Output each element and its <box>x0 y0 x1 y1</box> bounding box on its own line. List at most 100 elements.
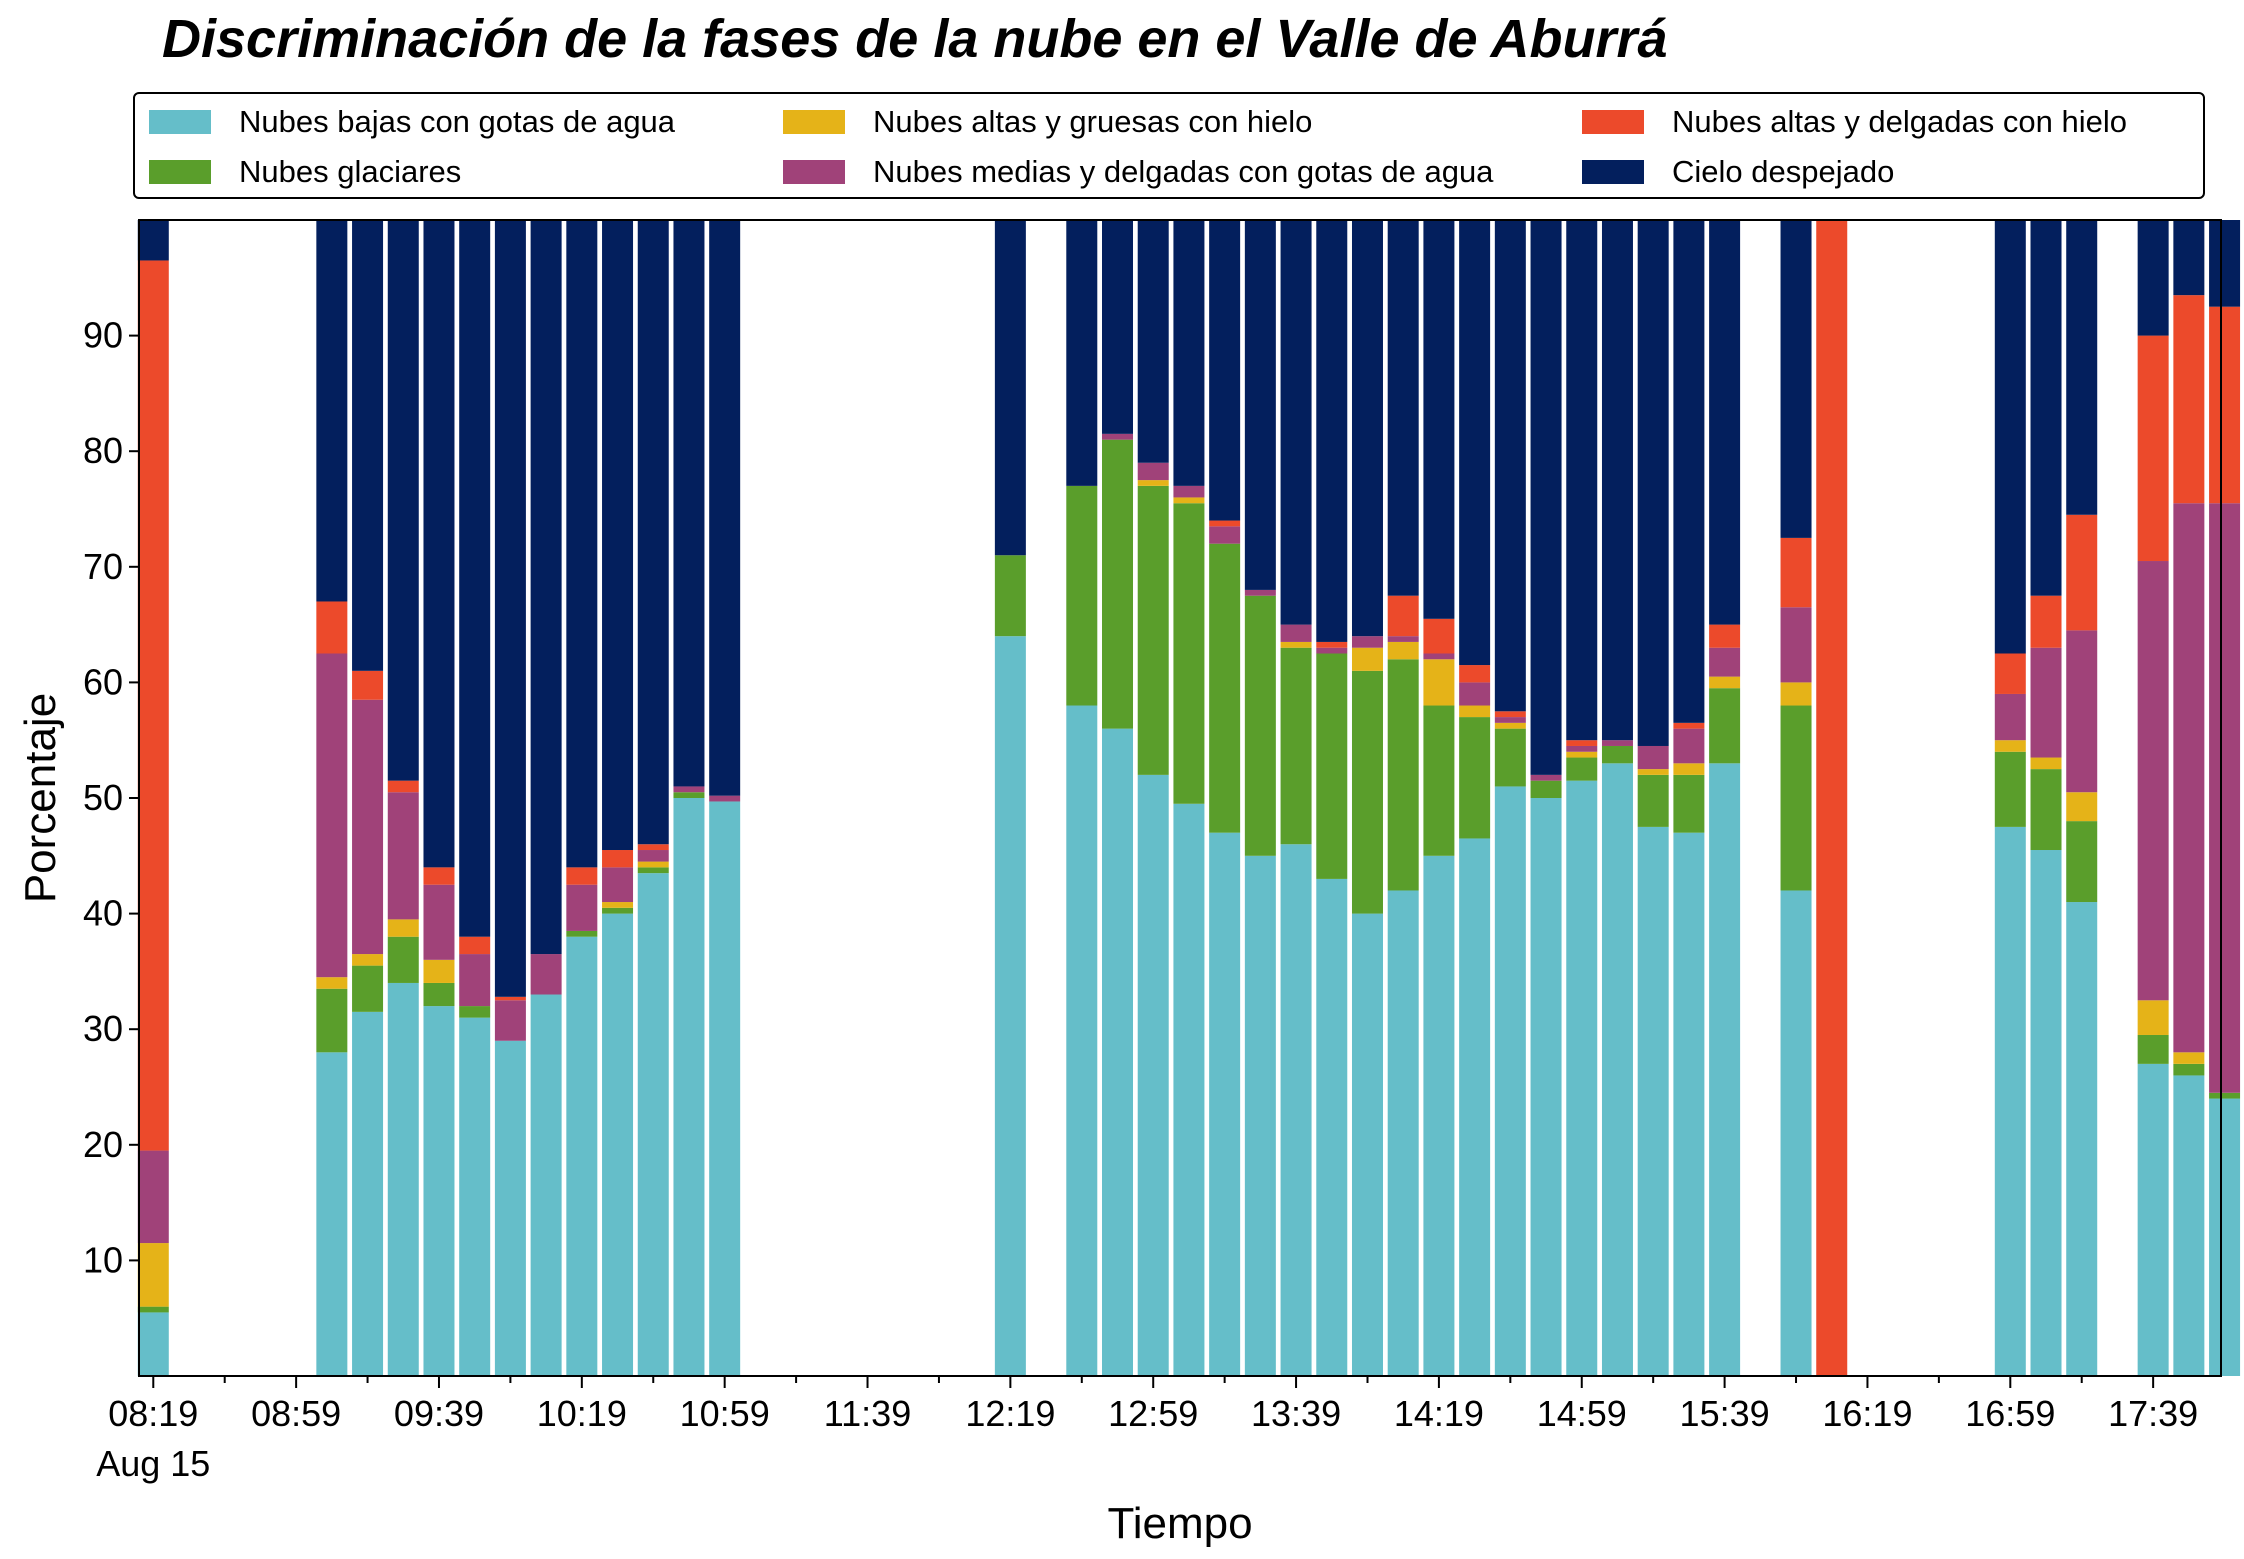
y-axis: 10 20 30 40 50 60 70 80 90 <box>83 315 139 1280</box>
bar-segment <box>387 936 419 983</box>
bar-segment <box>1566 740 1598 746</box>
y-tick-label: 10 <box>83 1239 123 1280</box>
bar-segment <box>2173 503 2205 1053</box>
bar-segment <box>1673 722 1705 729</box>
bar-segment <box>1173 485 1205 498</box>
bar-segment <box>2030 850 2062 1376</box>
bar-segment <box>1494 717 1526 723</box>
bar-segment <box>1387 220 1419 596</box>
y-tick-label: 80 <box>83 430 123 471</box>
bar-segment <box>602 913 634 1376</box>
bar-segment <box>1530 780 1562 798</box>
bar-segment <box>316 988 348 1053</box>
bar-segment <box>1709 676 1741 689</box>
bar-segment <box>2173 220 2205 296</box>
legend-item: Nubes glaciares <box>149 154 461 190</box>
bar-segment <box>2066 821 2098 903</box>
bar-segment <box>602 850 634 868</box>
bar-segment <box>673 220 705 787</box>
bar-segment <box>1994 693 2026 741</box>
bar-segment <box>2173 1075 2205 1376</box>
bar-segment <box>137 260 169 1151</box>
bar-segment <box>2209 220 2241 307</box>
bar-segment <box>1137 774 1169 1376</box>
bar-segment <box>2209 306 2241 504</box>
bar-segment <box>316 977 348 989</box>
y-tick-label: 70 <box>83 546 123 587</box>
bar-segment <box>1102 439 1134 729</box>
bar-segment <box>1280 220 1312 625</box>
bar-segment <box>602 220 634 851</box>
bar-segment <box>1637 774 1669 827</box>
bar-segment <box>1780 537 1812 608</box>
x-tick-label: 17:39 <box>2108 1393 2198 1434</box>
bar-segment <box>1387 595 1419 637</box>
bars-layer <box>137 220 2241 1376</box>
bar-segment <box>137 1243 169 1307</box>
bar-segment <box>2030 769 2062 851</box>
bar-segment <box>602 902 634 908</box>
x-tick-label: 12:59 <box>1108 1393 1198 1434</box>
bar-segment <box>423 220 455 868</box>
bar-segment <box>709 795 741 802</box>
bar-segment <box>530 954 562 995</box>
bar-segment <box>566 930 598 937</box>
bar-segment <box>1566 220 1598 741</box>
bar-segment <box>1316 653 1348 879</box>
bar-segment <box>1459 682 1491 706</box>
bar-segment <box>1530 220 1562 775</box>
bar-segment <box>1387 659 1419 891</box>
bar-segment <box>2066 630 2098 793</box>
bar-segment <box>1173 497 1205 504</box>
bar-segment <box>673 786 705 793</box>
bar-segment <box>1494 711 1526 718</box>
bar-segment <box>387 780 419 793</box>
bar-segment <box>1423 618 1455 654</box>
x-date-label: Aug 15 <box>96 1443 210 1484</box>
bar-segment <box>423 1006 455 1376</box>
y-tick-label: 20 <box>83 1124 123 1165</box>
bar-segment <box>1780 607 1812 683</box>
bar-segment <box>1102 433 1134 440</box>
bar-segment <box>1244 855 1276 1376</box>
legend-swatch <box>149 110 211 134</box>
bar-segment <box>2137 1000 2169 1035</box>
bar-segment <box>530 220 562 955</box>
bar-segment <box>1459 220 1491 666</box>
bar-segment <box>423 867 455 885</box>
bar-segment <box>566 867 598 885</box>
bar-segment <box>994 555 1026 637</box>
bar-segment <box>459 936 491 955</box>
bar-segment <box>2066 220 2098 515</box>
bar-segment <box>1173 503 1205 804</box>
x-tick-label: 16:59 <box>1965 1393 2055 1434</box>
bar-segment <box>1709 688 1741 764</box>
legend-item: Cielo despejado <box>1582 154 1894 190</box>
bar-segment <box>2137 561 2169 1001</box>
bar-segment <box>1244 589 1276 596</box>
bar-segment <box>1673 832 1705 1376</box>
bar-segment <box>2030 595 2062 648</box>
bar-segment <box>1459 838 1491 1376</box>
bar-segment <box>2137 1034 2169 1064</box>
bar-segment <box>2137 335 2169 562</box>
legend-item: Nubes medias y delgadas con gotas de agu… <box>783 154 1493 190</box>
bar-segment <box>637 861 669 868</box>
bar-segment <box>1102 220 1134 434</box>
bar-segment <box>352 670 384 700</box>
bar-segment <box>137 1306 169 1313</box>
bar-segment <box>1137 220 1169 463</box>
bar-segment <box>2209 1098 2241 1376</box>
bar-segment <box>994 220 1026 556</box>
bar-segment <box>459 1006 491 1018</box>
bar-segment <box>1994 740 2026 752</box>
bar-segment <box>1137 485 1169 775</box>
bar-segment <box>1351 670 1383 914</box>
bar-segment <box>994 636 1026 1376</box>
bar-segment <box>2137 1063 2169 1376</box>
bar-segment <box>387 982 419 1376</box>
bar-segment <box>1423 659 1455 706</box>
bar-segment <box>459 1017 491 1376</box>
bar-segment <box>2030 647 2062 758</box>
bar-segment <box>1459 665 1491 683</box>
